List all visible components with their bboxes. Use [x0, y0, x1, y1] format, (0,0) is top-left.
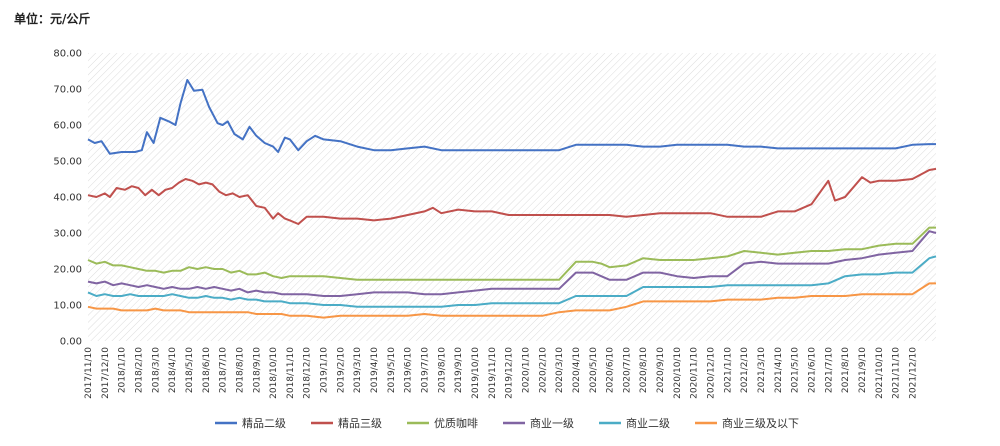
y-axis: 0.00 10.00 20.00 30.00 40.00 50.00 60.00 70.00 8… [53, 49, 82, 348]
x-tick-label: 2021/2/10 [740, 347, 750, 393]
series-line [87, 167, 937, 225]
x-tick-label: 2021/10/10 [875, 347, 885, 399]
x-tick-label: 2018/10/10 [269, 347, 279, 399]
x-tick-label: 2020/1/10 [521, 347, 531, 393]
y-tick-label: 50.00 [53, 157, 82, 168]
x-tick-label: 2019/10/10 [471, 347, 481, 399]
unit-label: 单位：元/公斤 [14, 12, 91, 26]
x-tick-label: 2018/8/10 [235, 347, 245, 393]
x-tick-label: 2018/2/10 [134, 347, 144, 393]
x-tick-label: 2021/1/10 [723, 347, 733, 393]
x-tick-label: 2020/4/10 [572, 347, 582, 393]
series-line [87, 255, 937, 308]
legend-label: 优质咖啡 [434, 416, 478, 430]
x-tick-label: 2018/5/10 [185, 347, 195, 393]
x-tick-label: 2019/1/10 [320, 347, 330, 393]
x-tick-label: 2018/6/10 [202, 347, 212, 393]
x-tick-label: 2020/2/10 [538, 347, 548, 393]
x-tick-label: 2021/9/10 [858, 347, 868, 393]
y-tick-label: 40.00 [53, 193, 82, 204]
x-tick-label: 2018/11/10 [286, 347, 296, 399]
x-tick-label: 2018/12/10 [303, 347, 313, 399]
x-tick-label: 2019/2/10 [336, 347, 346, 393]
y-tick-label: 70.00 [53, 85, 82, 96]
x-tick-label: 2019/9/10 [454, 347, 464, 393]
x-tick-label: 2018/4/10 [168, 347, 178, 393]
x-tick-label: 2018/9/10 [252, 347, 262, 393]
x-tick-label: 2020/8/10 [639, 347, 649, 393]
x-tick-label: 2019/3/10 [353, 347, 363, 393]
x-tick-label: 2020/10/10 [673, 347, 683, 399]
x-tick-label: 2021/11/10 [892, 347, 902, 399]
x-tick-label: 2017/11/10 [84, 347, 94, 399]
x-tick-label: 2019/11/10 [488, 347, 498, 399]
legend-label: 商业三级及以下 [722, 416, 799, 430]
x-tick-label: 2020/9/10 [656, 347, 666, 393]
series-line [87, 230, 937, 297]
series-lines [87, 79, 937, 319]
x-tick-label: 2020/7/10 [622, 347, 632, 393]
x-tick-label: 2020/11/10 [690, 347, 700, 399]
x-tick-label: 2019/5/10 [387, 347, 397, 393]
series-line [87, 226, 936, 281]
series-line [87, 79, 936, 155]
legend-label: 商业二级 [626, 416, 670, 430]
x-tick-label: 2018/1/10 [118, 347, 128, 393]
legend-label: 精品三级 [338, 417, 382, 430]
plot-area [88, 53, 936, 341]
x-tick-label: 2018/3/10 [151, 347, 161, 393]
x-tick-label: 2019/8/10 [437, 347, 447, 393]
y-tick-label: 30.00 [53, 229, 82, 240]
x-axis: 2017/11/10 2017/12/10 2018/1/10 2018/2/10 20… [84, 347, 918, 399]
y-tick-label: 0.00 [60, 337, 82, 348]
series-line [87, 282, 936, 319]
y-tick-label: 10.00 [53, 301, 82, 312]
legend: 精品二级 精品三级 优质咖啡 商业一级 商业二级 商业三级及以下 [215, 416, 799, 430]
x-tick-label: 2020/5/10 [589, 347, 599, 393]
y-tick-label: 20.00 [53, 265, 82, 276]
x-tick-label: 2020/3/10 [555, 347, 565, 393]
x-tick-label: 2021/5/10 [791, 347, 801, 393]
x-tick-label: 2021/12/10 [908, 347, 918, 399]
y-tick-label: 60.00 [53, 121, 82, 132]
x-tick-label: 2019/6/10 [404, 347, 414, 393]
x-tick-label: 2021/3/10 [757, 347, 767, 393]
x-tick-label: 2019/4/10 [370, 347, 380, 393]
x-tick-label: 2020/12/10 [707, 347, 717, 399]
x-tick-label: 2017/12/10 [101, 347, 111, 399]
x-tick-label: 2021/4/10 [774, 347, 784, 393]
x-tick-label: 2019/7/10 [421, 347, 431, 393]
legend-label: 商业一级 [530, 416, 574, 430]
y-tick-label: 80.00 [53, 49, 82, 60]
x-tick-label: 2018/7/10 [219, 347, 229, 393]
x-tick-label: 2019/12/10 [505, 347, 515, 399]
x-tick-label: 2021/8/10 [841, 347, 851, 393]
x-tick-label: 2020/6/10 [606, 347, 616, 393]
x-tick-label: 2021/7/10 [824, 347, 834, 393]
legend-label: 精品二级 [242, 417, 286, 430]
x-tick-label: 2021/6/10 [807, 347, 817, 393]
